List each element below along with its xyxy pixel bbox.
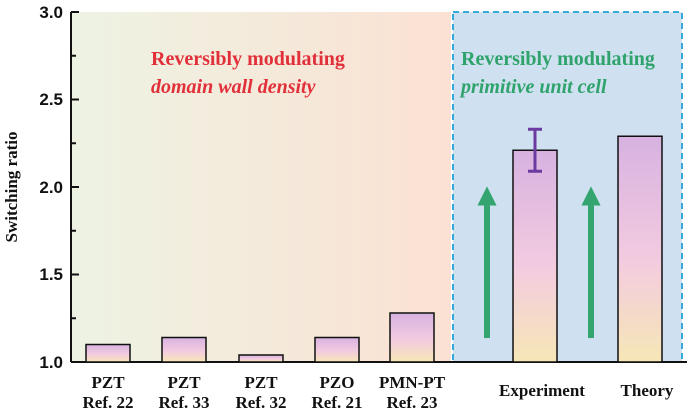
experiment-error-bar	[528, 127, 542, 173]
x-label-line1: PZT	[244, 373, 278, 392]
annotation-left-line2: domain wall density	[151, 76, 316, 98]
left-region-background	[71, 12, 451, 362]
y-tick-label: 1.5	[39, 265, 63, 284]
bar-pmnpt-ref23	[389, 312, 435, 363]
y-tick-label: 2.0	[39, 178, 63, 197]
x-label-line1: PZT	[91, 373, 125, 392]
bar-pzt-ref33	[161, 336, 207, 363]
bar-experiment	[512, 149, 558, 363]
x-label-line1: Experiment	[499, 381, 585, 400]
bar-pzo-ref21	[314, 336, 360, 363]
x-label-line1: Theory	[621, 381, 674, 400]
annotation-left-line1: Reversibly modulating	[151, 48, 345, 70]
bar-theory	[617, 135, 663, 363]
y-tick-labels: 1.0 1.5 2.0 2.5 3.0	[39, 3, 63, 372]
y-tick-label: 3.0	[39, 3, 63, 22]
bars-group	[85, 135, 663, 363]
bar-pzt-ref32	[238, 354, 284, 363]
x-label-line2: Ref. 33	[159, 393, 210, 412]
x-label-line1: PZO	[320, 373, 355, 392]
x-label-line2: Ref. 32	[236, 393, 287, 412]
x-label-line2: Ref. 22	[83, 393, 134, 412]
annotation-right-line1: Reversibly modulating	[461, 48, 655, 70]
annotation-right-line2: primitive unit cell	[459, 76, 607, 98]
y-tick-label: 2.5	[39, 90, 63, 109]
y-axis-label: Switching ratio	[2, 132, 21, 243]
y-ticks	[71, 11, 79, 363]
y-tick-label: 1.0	[39, 353, 63, 372]
x-tick-labels: PZT Ref. 22 PZT Ref. 33 PZT Ref. 32 PZO …	[83, 373, 674, 412]
x-label-line2: Ref. 21	[312, 393, 363, 412]
x-label-line1: PMN-PT	[379, 373, 446, 392]
x-label-line2: Ref. 23	[387, 393, 438, 412]
x-label-line1: PZT	[167, 373, 201, 392]
bar-pzt-ref22	[85, 343, 131, 363]
